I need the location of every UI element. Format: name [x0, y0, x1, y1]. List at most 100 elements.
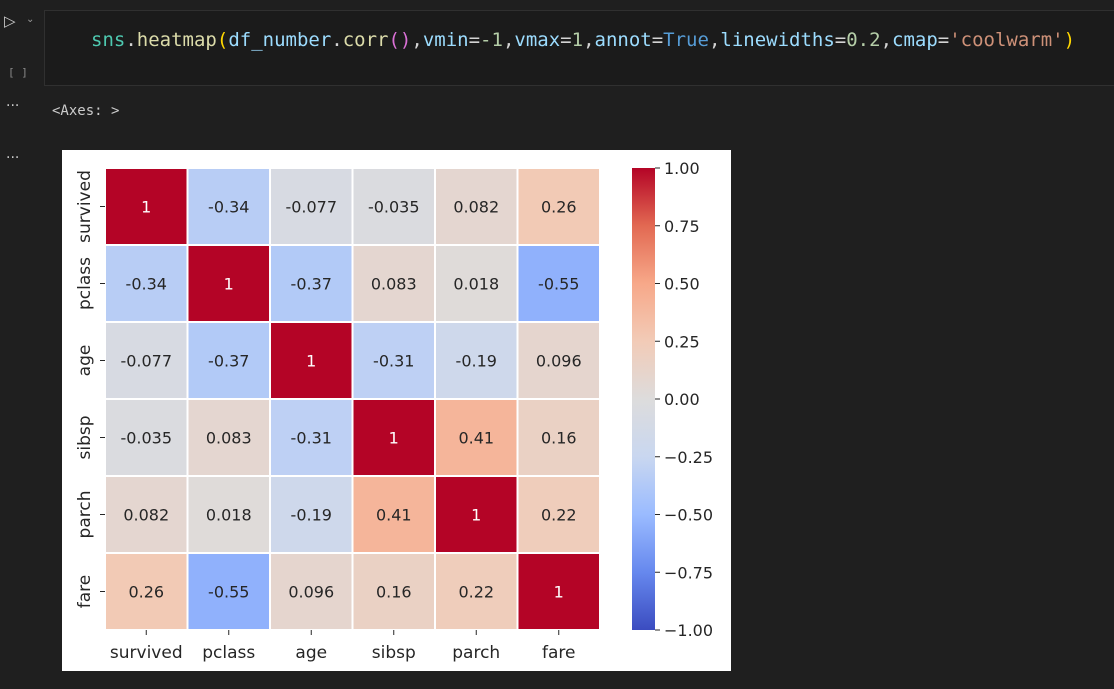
- cell-annotation: -0.34: [126, 275, 167, 294]
- cell-annotation: 0.26: [541, 198, 577, 217]
- heatmap-cell: [269, 475, 354, 554]
- cell-annotation: 0.082: [123, 506, 169, 525]
- heatmap-cell: [516, 475, 601, 554]
- code-token: ,: [880, 29, 893, 51]
- cell-annotation: 1: [306, 352, 316, 371]
- code-token: ): [1063, 29, 1076, 51]
- cell-annotation: -0.19: [456, 352, 497, 371]
- output-text: <Axes: >: [52, 103, 120, 119]
- x-tick-label: survived: [110, 643, 183, 663]
- colorbar-tick-label: 0.75: [664, 217, 700, 236]
- heatmap-cell: [434, 398, 519, 477]
- y-tick-label: pclass: [75, 257, 95, 310]
- cell-annotation: 0.22: [458, 583, 494, 602]
- heatmap-chart: 1 -0.34 -0.077 -0.035 0.082 0.26 -0.34 1 -0.37 0.…: [75, 159, 713, 663]
- cell-annotation: 1: [471, 506, 481, 525]
- heatmap-cell: [351, 475, 436, 554]
- code-token: vmin: [422, 29, 469, 51]
- x-tick-label: sibsp: [372, 643, 416, 663]
- colorbar-tick-label: 0.50: [664, 275, 700, 294]
- cell-annotation: 0.16: [376, 583, 412, 602]
- heatmap-cell: [186, 398, 271, 477]
- cell-annotation: 0.018: [453, 275, 499, 294]
- colorbar-tick-label: 1.00: [664, 159, 700, 178]
- code-token: =: [468, 29, 481, 51]
- code-line[interactable]: sns.heatmap(df_number.corr(),vmin=-1,vma…: [91, 29, 1075, 51]
- x-tick-label: parch: [452, 643, 500, 663]
- x-tick-label: fare: [542, 643, 575, 663]
- cell-annotation: 1: [224, 275, 234, 294]
- cell-annotation: -0.34: [208, 198, 249, 217]
- cell-annotation: -0.035: [368, 198, 420, 217]
- cell-annotation: -0.035: [120, 429, 172, 448]
- code-token: 0.2: [846, 29, 881, 51]
- x-tick-label: pclass: [202, 643, 255, 663]
- cell-annotation: -0.37: [208, 352, 249, 371]
- code-token: sns: [91, 29, 126, 51]
- heatmap-cell: [351, 244, 436, 323]
- code-token: annot: [594, 29, 652, 51]
- code-token: cmap: [892, 29, 938, 51]
- cell-annotation: -0.31: [373, 352, 414, 371]
- code-token: ,: [411, 29, 423, 51]
- y-tick-label: fare: [75, 575, 95, 608]
- cell-annotation: 0.26: [128, 583, 164, 602]
- code-cell-editor[interactable]: sns.heatmap(df_number.corr(),vmin=-1,vma…: [44, 10, 1114, 86]
- code-token: corr: [342, 29, 389, 51]
- heatmap-cell: [269, 398, 354, 477]
- run-cell-icon[interactable]: ▷: [4, 12, 16, 30]
- heatmap-cell: [104, 552, 189, 631]
- heatmap-cell: [434, 321, 519, 400]
- cell-annotation: -0.077: [285, 198, 337, 217]
- cell-annotation: 0.096: [288, 583, 334, 602]
- cell-annotation: 1: [389, 429, 399, 448]
- heatmap-cell: [516, 321, 601, 400]
- y-tick-label: parch: [75, 491, 95, 539]
- cell-annotation: 1: [554, 583, 564, 602]
- heatmap-cell: [351, 321, 436, 400]
- code-token: ,: [583, 29, 595, 51]
- code-token: .: [125, 29, 137, 51]
- heatmap-figure: 1 -0.34 -0.077 -0.035 0.082 0.26 -0.34 1 -0.37 0.…: [62, 150, 731, 671]
- colorbar-tick-label: −0.25: [664, 448, 713, 467]
- code-token: -1: [480, 29, 503, 51]
- colorbar-tick-label: 0.00: [664, 390, 700, 409]
- cell-annotation: -0.37: [291, 275, 332, 294]
- execution-count: [ ]: [8, 66, 28, 79]
- heatmap-cell: [434, 475, 519, 554]
- code-token: =: [651, 29, 664, 51]
- code-token: =: [560, 29, 572, 51]
- cell-annotation: 0.083: [206, 429, 252, 448]
- heatmap-cell: [516, 167, 601, 246]
- cell-annotation: 0.41: [376, 506, 412, 525]
- colorbar-tick-label: −0.50: [664, 506, 713, 525]
- code-token: vmax: [514, 29, 561, 51]
- heatmap-cell: [516, 552, 601, 631]
- output-more-icon[interactable]: ···: [6, 98, 20, 114]
- heatmap-cell: [186, 321, 271, 400]
- cell-annotation: 0.16: [541, 429, 577, 448]
- cell-annotation: -0.55: [208, 583, 249, 602]
- cell-annotation: -0.077: [120, 352, 172, 371]
- cell-annotation: 1: [141, 198, 151, 217]
- y-tick-label: survived: [75, 170, 95, 243]
- chevron-down-icon[interactable]: ⌄: [26, 14, 35, 25]
- x-tick-label: age: [295, 643, 327, 663]
- code-token: True: [663, 29, 709, 51]
- heatmap-cell: [516, 244, 601, 323]
- heatmap-cell: [186, 244, 271, 323]
- colorbar-tick-label: −1.00: [664, 621, 713, 640]
- y-tick-label: age: [75, 345, 95, 377]
- cell-annotation: 0.096: [536, 352, 582, 371]
- output-more-icon[interactable]: ···: [6, 150, 20, 166]
- heatmap-cell: [104, 398, 189, 477]
- code-token: (: [216, 29, 229, 51]
- code-token: .: [331, 29, 343, 51]
- code-token: ,: [502, 29, 515, 51]
- colorbar: [632, 168, 655, 630]
- code-token: (): [388, 29, 412, 51]
- heatmap-cell: [351, 398, 436, 477]
- code-token: 1: [571, 29, 584, 51]
- cell-annotation: -0.55: [538, 275, 579, 294]
- cell-annotation: -0.31: [291, 429, 332, 448]
